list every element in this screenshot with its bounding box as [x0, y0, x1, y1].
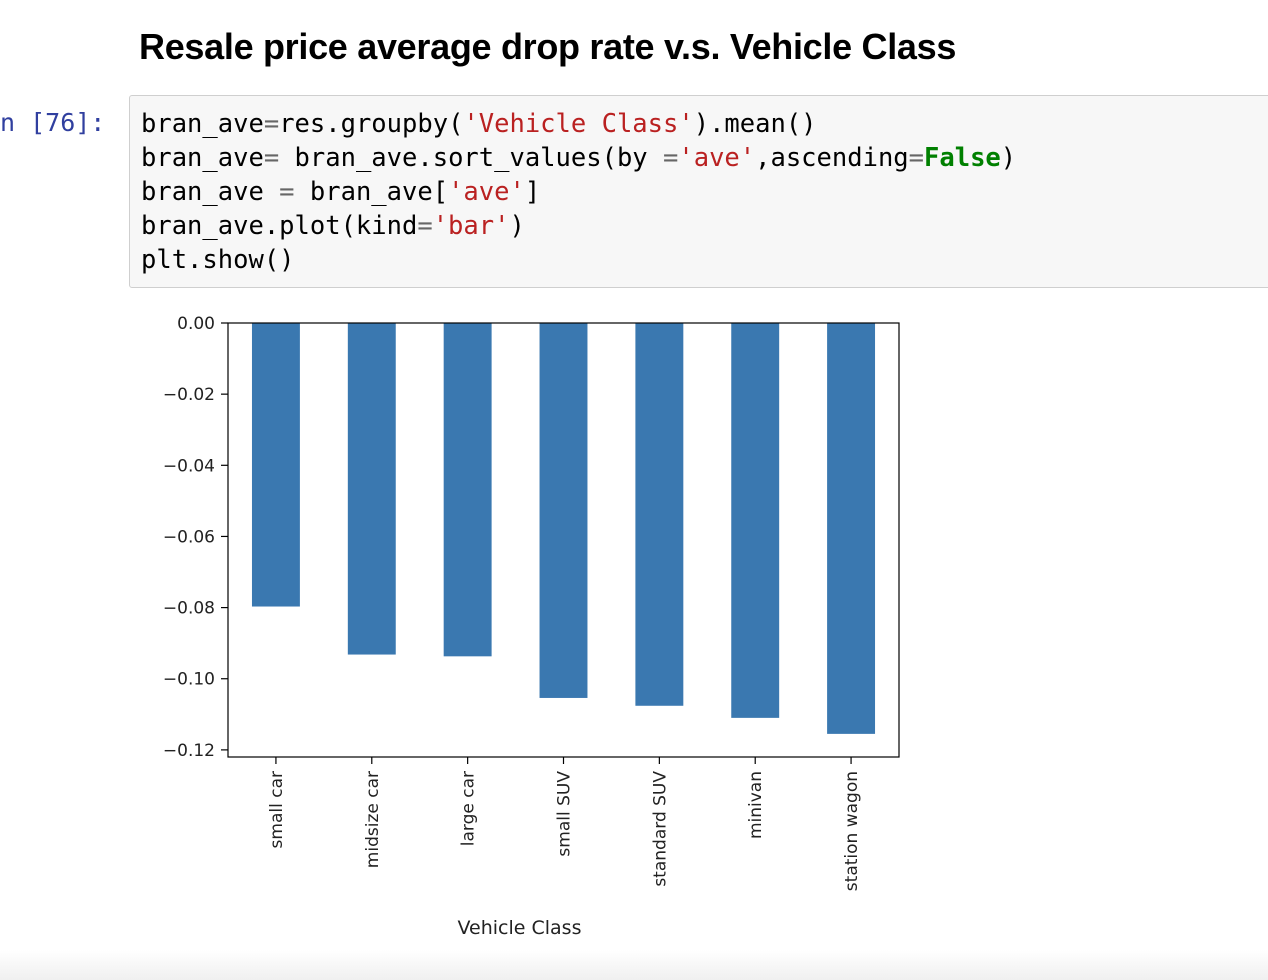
code-token: bran_ave.plot(kind	[141, 211, 418, 241]
bar-large-car	[443, 323, 492, 657]
code-token: =	[263, 109, 280, 139]
x-tick-label: minivan	[746, 771, 766, 839]
x-tick-label: standard SUV	[650, 771, 670, 887]
code-token: bran_ave	[141, 109, 264, 139]
code-line: bran_ave= bran_ave.sort_values(by ='ave'…	[141, 141, 1016, 175]
code-line: plt.show()	[141, 243, 1016, 277]
x-tick-label: large car	[459, 771, 479, 846]
code-token: 'bar'	[432, 211, 510, 241]
code-token: 'ave'	[678, 143, 756, 173]
code-token: )	[509, 211, 525, 241]
bar-standard-suv	[635, 323, 684, 706]
code-token: =	[663, 143, 679, 173]
code-line: bran_ave.plot(kind='bar')	[141, 209, 1016, 243]
x-tick-label: midsize car	[363, 771, 383, 868]
y-tick-label: −0.12	[163, 741, 215, 761]
code-token: plt.show()	[141, 245, 295, 275]
code-token: bran_ave[	[294, 177, 449, 207]
code-token: res.groupby(	[279, 109, 464, 139]
y-tick-label: −0.06	[163, 527, 215, 547]
y-tick-label: −0.04	[163, 456, 215, 476]
code-token: =	[279, 177, 295, 207]
code-token: bran_ave	[141, 143, 264, 173]
code-line: bran_ave=res.groupby('Vehicle Class').me…	[141, 107, 1016, 141]
code-token: ,ascending	[755, 143, 909, 173]
code-token: ).mean()	[693, 109, 817, 139]
y-tick-label: 0.00	[177, 314, 215, 334]
code-token: )	[1000, 143, 1017, 173]
code-token: bran_ave.sort_values(by	[279, 143, 663, 173]
code-token: =	[908, 143, 925, 173]
code-token: False	[924, 143, 1001, 173]
bar-midsize-car	[347, 323, 396, 655]
code-token: bran_ave	[141, 177, 280, 207]
markdown-heading: Resale price average drop rate v.s. Vehi…	[139, 26, 957, 67]
y-tick-label: −0.02	[163, 385, 215, 405]
x-tick-label: small car	[267, 771, 287, 848]
x-tick-label: small SUV	[555, 771, 575, 857]
bar-station-wagon	[827, 323, 876, 734]
code-token: =	[417, 211, 433, 241]
code-cell[interactable]: bran_ave=res.groupby('Vehicle Class').me…	[129, 95, 1268, 288]
code-line: bran_ave = bran_ave['ave']	[141, 175, 1016, 209]
x-tick-label: station wagon	[842, 771, 862, 891]
bar-minivan	[731, 323, 780, 718]
bar-small-car	[251, 323, 300, 607]
y-tick-label: −0.08	[163, 599, 215, 619]
code-token: 'ave'	[448, 177, 525, 207]
code-token: 'Vehicle Class'	[463, 109, 694, 139]
cell-prompt: n [76]:	[0, 108, 106, 137]
bar-chart: 0.00 −0.02 −0.04 −0.06 −0.08 −0.10 −0.12 small …	[163, 314, 900, 939]
x-axis-label: Vehicle Class	[458, 917, 582, 939]
page-bottom-edge	[0, 950, 1268, 980]
bar-small-suv	[539, 323, 588, 698]
code-token: =	[263, 143, 280, 173]
y-tick-label: −0.10	[163, 670, 215, 690]
code-editor[interactable]: bran_ave=res.groupby('Vehicle Class').me…	[141, 107, 1016, 277]
code-token: ]	[524, 177, 541, 207]
